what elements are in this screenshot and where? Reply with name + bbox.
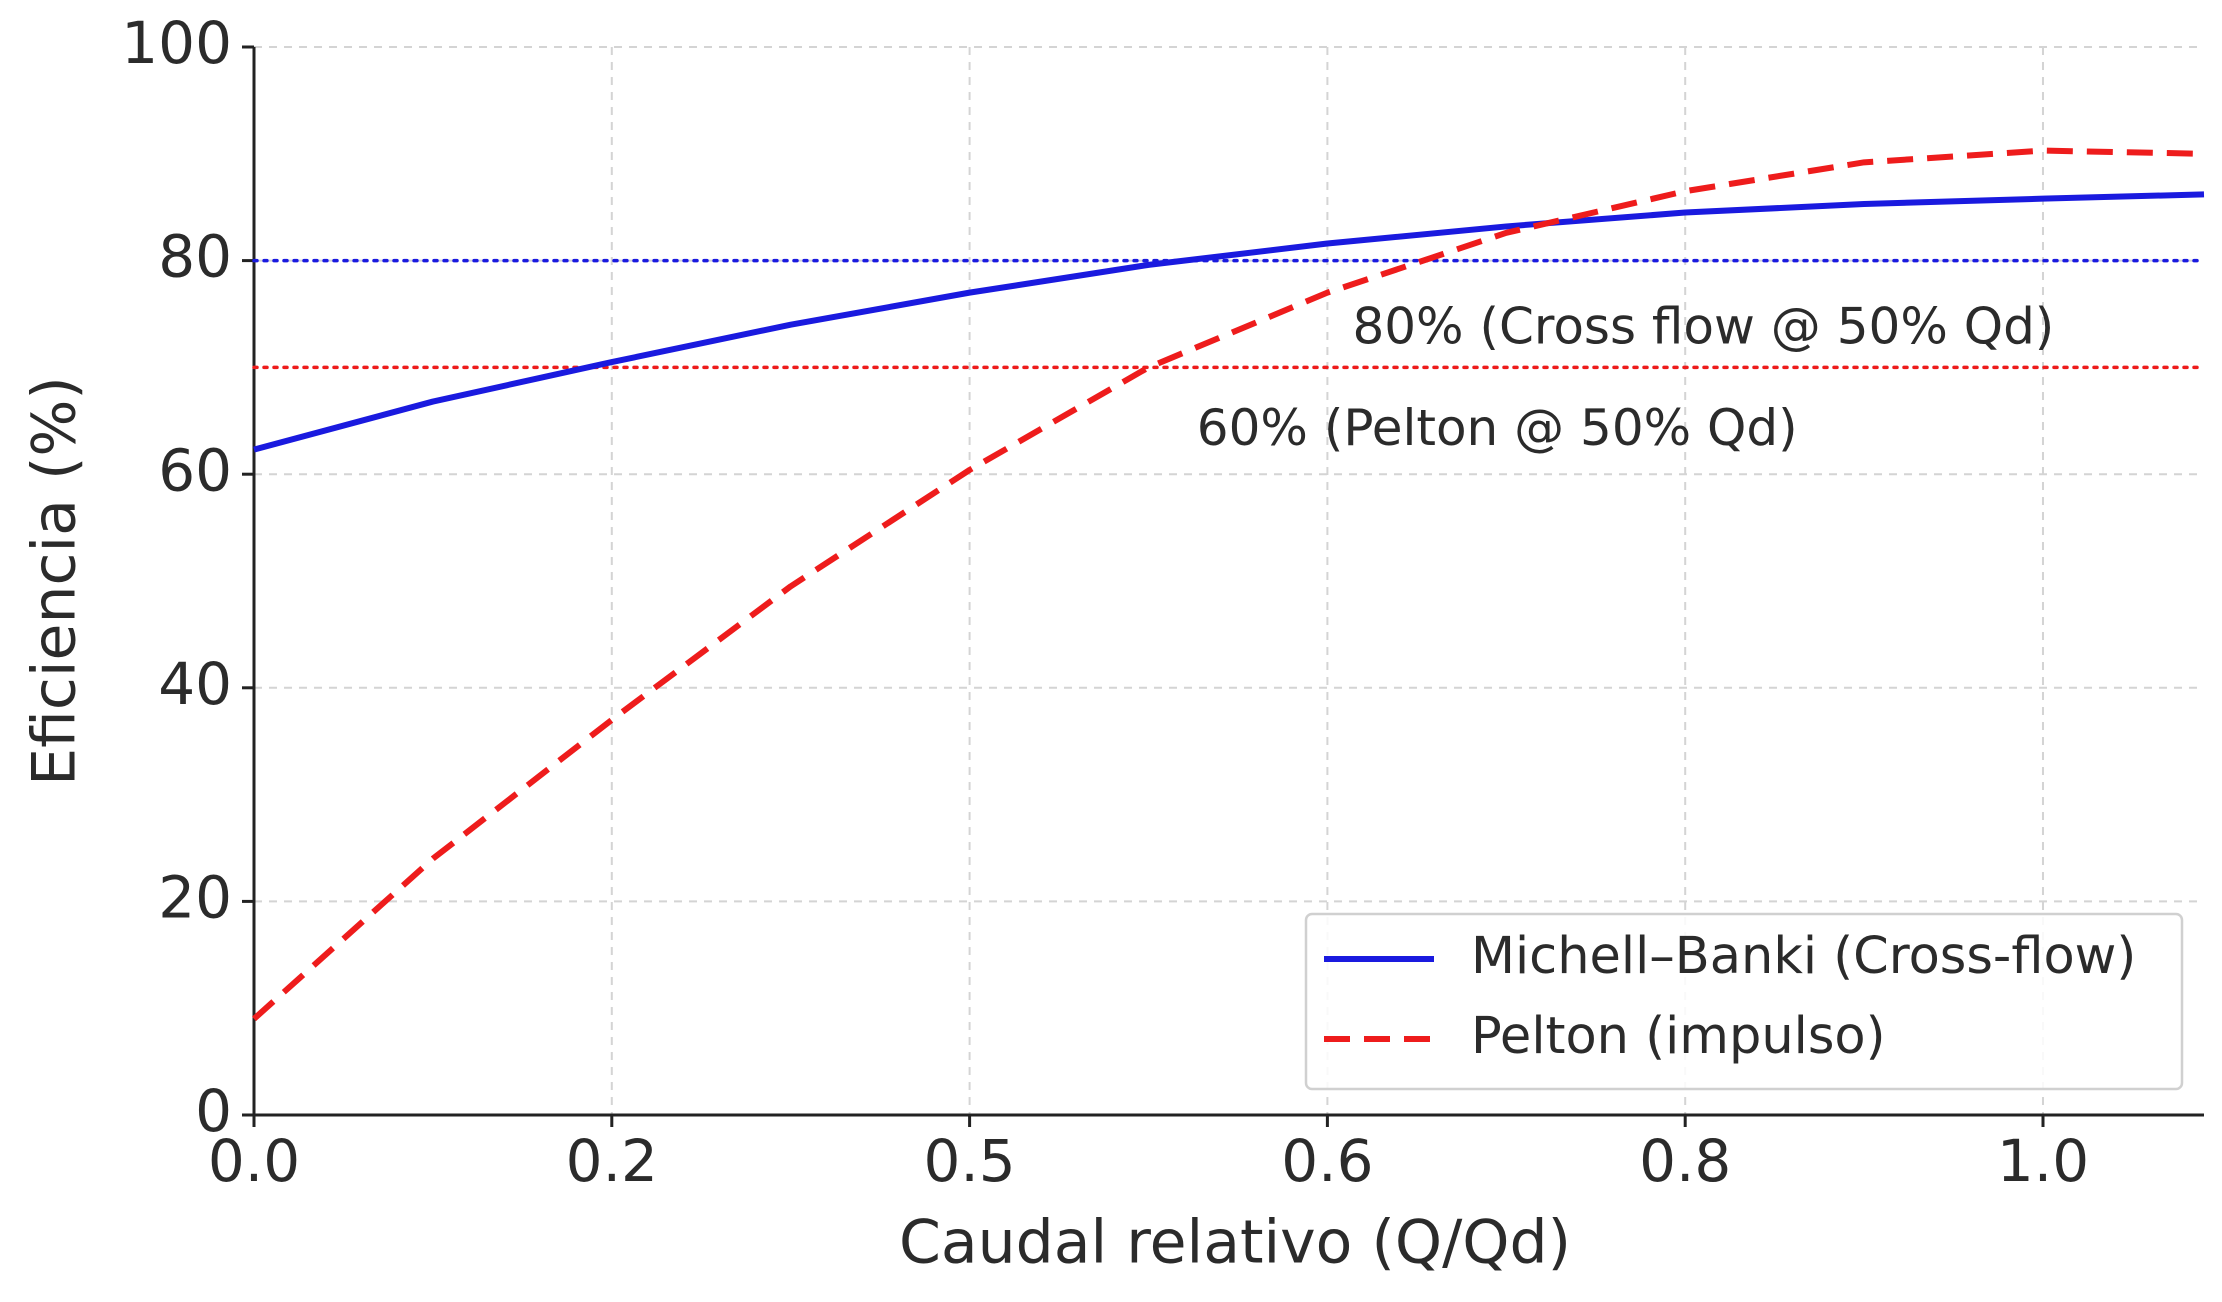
legend-label: Pelton (impulso) [1471,1007,1886,1066]
x-tick-label: 0.8 [1639,1127,1731,1195]
y-tick-label: 60 [158,436,232,504]
x-tick-label: 1.0 [1997,1127,2089,1195]
y-tick-label: 40 [158,650,232,718]
y-tick-label: 100 [121,9,232,77]
y-tick-label: 20 [158,864,232,932]
annotation: 80% (Cross flow @ 50% Qd) [1352,298,2054,356]
x-tick-label: 0.2 [566,1127,658,1195]
x-axis-label: Caudal relativo (Q/Qd) [899,1208,1571,1278]
y-axis-label: Eficiencia (%) [20,376,90,786]
x-tick-label: 0.0 [208,1127,300,1195]
y-tick-label: 0 [195,1077,232,1145]
series-line [253,191,2205,453]
annotation: 60% (Pelton @ 50% Qd) [1197,399,1798,457]
legend-box [1304,912,2184,1091]
y-tick-label: 80 [158,223,232,291]
x-tick-label: 0.5 [923,1127,1015,1195]
x-tick-label: 0.6 [1281,1127,1373,1195]
series-line [251,147,2205,1022]
legend-label: Michell–Banki (Cross-flow) [1471,927,2136,986]
